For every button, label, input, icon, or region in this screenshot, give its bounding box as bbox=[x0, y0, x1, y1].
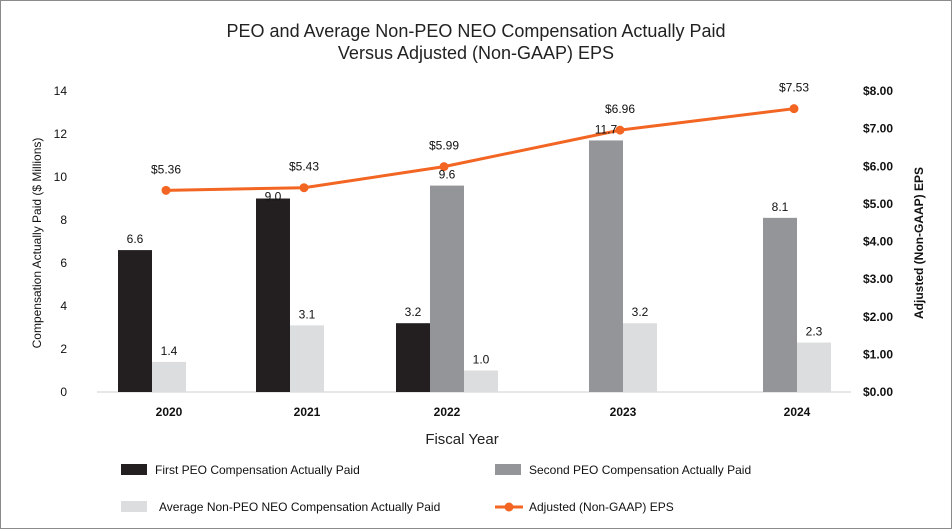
x-axis-title: Fiscal Year bbox=[425, 431, 498, 448]
y-right-tick-label: $8.00 bbox=[863, 84, 893, 98]
y-left-tick-label: 6 bbox=[60, 256, 67, 270]
y-right-tick-label: $3.00 bbox=[863, 272, 893, 286]
bar-data-label: 8.1 bbox=[772, 200, 789, 214]
eps-point bbox=[789, 104, 799, 114]
legend-label: First PEO Compensation Actually Paid bbox=[155, 463, 360, 477]
bar-data-label: 6.6 bbox=[127, 232, 144, 246]
bar bbox=[623, 323, 657, 392]
y-left-tick-label: 12 bbox=[54, 127, 68, 141]
bar bbox=[430, 185, 464, 392]
bar-data-label: 11.7 bbox=[595, 122, 618, 136]
bar bbox=[256, 198, 290, 392]
chart-title-line-1: PEO and Average Non-PEO NEO Compensation… bbox=[227, 21, 726, 41]
eps-data-label: $5.36 bbox=[151, 162, 181, 176]
bar-data-label: 9.0 bbox=[265, 190, 282, 204]
y-axis-left-title: Compensation Actually Paid ($ Millions) bbox=[30, 138, 44, 349]
eps-point bbox=[439, 162, 449, 172]
legend-marker bbox=[504, 502, 514, 512]
eps-data-label: $5.99 bbox=[429, 139, 459, 153]
y-left-tick-label: 2 bbox=[60, 342, 67, 356]
legend-swatch bbox=[121, 501, 147, 512]
y-right-tick-label: $5.00 bbox=[863, 197, 893, 211]
x-tick-label: 2024 bbox=[784, 405, 811, 419]
y-left-tick-label: 10 bbox=[54, 170, 68, 184]
chart-title-line-2: Versus Adjusted (Non-GAAP) EPS bbox=[338, 43, 614, 63]
x-tick-label: 2022 bbox=[434, 405, 461, 419]
y-right-tick-label: $2.00 bbox=[863, 310, 893, 324]
bar bbox=[464, 370, 498, 392]
y-axis-right-title: Adjusted (Non-GAAP) EPS bbox=[912, 167, 926, 319]
eps-data-label: $7.53 bbox=[779, 81, 809, 95]
eps-point bbox=[299, 183, 309, 193]
x-tick-label: 2020 bbox=[156, 405, 183, 419]
eps-data-label: $5.43 bbox=[289, 160, 319, 174]
bar-data-label: 2.3 bbox=[806, 325, 823, 339]
y-left-tick-label: 14 bbox=[54, 84, 68, 98]
bar-data-label: 1.4 bbox=[161, 344, 178, 358]
bar-data-label: 1.0 bbox=[473, 353, 490, 367]
bar bbox=[152, 361, 186, 392]
y-right-tick-label: $1.00 bbox=[863, 347, 893, 361]
bar bbox=[797, 342, 831, 392]
eps-point bbox=[615, 125, 625, 135]
x-tick-label: 2023 bbox=[610, 405, 637, 419]
x-tick-label: 2021 bbox=[294, 405, 321, 419]
bar-data-label: 3.1 bbox=[299, 307, 316, 321]
legend-swatch bbox=[121, 464, 147, 475]
eps-line bbox=[165, 107, 795, 192]
bar-data-label: 3.2 bbox=[405, 305, 422, 319]
y-right-tick-label: $0.00 bbox=[863, 385, 893, 399]
eps-point bbox=[161, 185, 171, 195]
bar bbox=[763, 217, 797, 392]
legend-label: Average Non-PEO NEO Compensation Actuall… bbox=[159, 500, 440, 514]
y-right-tick-label: $4.00 bbox=[863, 235, 893, 249]
y-left-tick-label: 0 bbox=[60, 385, 67, 399]
legend-label: Adjusted (Non-GAAP) EPS bbox=[529, 500, 674, 514]
eps-data-label: $6.96 bbox=[605, 102, 635, 116]
bar bbox=[118, 250, 152, 392]
legend-label: Second PEO Compensation Actually Paid bbox=[529, 463, 751, 477]
bar bbox=[589, 140, 623, 392]
y-right-tick-label: $7.00 bbox=[863, 122, 893, 136]
y-left-tick-label: 4 bbox=[60, 299, 67, 313]
y-left-tick-label: 8 bbox=[60, 213, 67, 227]
y-right-tick-label: $6.00 bbox=[863, 159, 893, 173]
bar-data-label: 9.6 bbox=[439, 168, 456, 182]
bar bbox=[396, 323, 430, 392]
bar bbox=[290, 325, 324, 392]
legend-swatch bbox=[495, 464, 521, 475]
bar-data-label: 3.2 bbox=[632, 305, 649, 319]
